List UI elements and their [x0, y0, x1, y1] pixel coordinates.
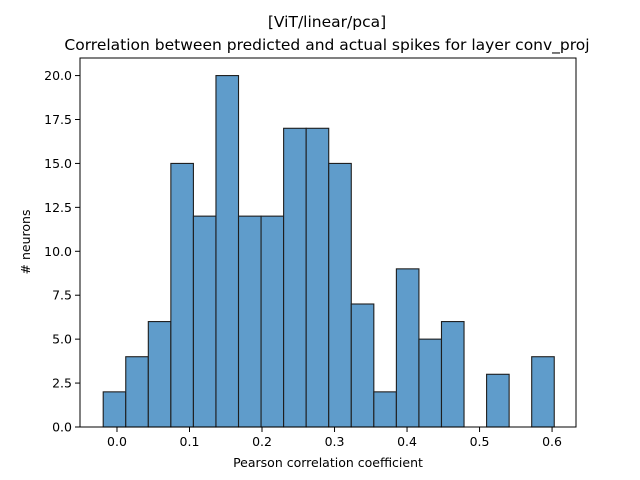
- histogram-bar: [305, 127, 330, 428]
- histogram-bar: [440, 321, 465, 428]
- plot-frame: [79, 57, 577, 428]
- y-axis-ticks: 0.0 2.5 5.0 7.5 10.0 12.5 15.0 17.5 20.0: [44, 68, 80, 435]
- y-tick-label: 17.5: [44, 112, 72, 127]
- x-tick-label: 0.2: [252, 434, 272, 449]
- x-tick-label: 0.5: [470, 434, 490, 449]
- chart-title-line1: [ViT/linear/pca]: [268, 13, 386, 31]
- bars-group: [102, 75, 555, 428]
- y-axis-label: # neurons: [18, 210, 33, 275]
- y-tick-label: 15.0: [44, 156, 72, 171]
- y-tick-label: 20.0: [44, 68, 72, 83]
- y-tick-label: 10.0: [44, 244, 72, 259]
- x-tick-label: 0.3: [325, 434, 345, 449]
- histogram-bar: [486, 373, 510, 428]
- histogram-bar: [125, 356, 149, 428]
- x-tick-label: 0.0: [107, 434, 127, 449]
- histogram-bar: [418, 338, 443, 428]
- histogram-bar: [147, 321, 172, 428]
- histogram-bar: [283, 127, 307, 428]
- histogram-bar: [215, 75, 240, 428]
- histogram-bar: [328, 162, 352, 428]
- y-tick-label: 5.0: [52, 332, 72, 347]
- histogram-bar: [373, 391, 397, 428]
- x-axis-label: Pearson correlation coefficient: [233, 455, 423, 470]
- y-tick-label: 12.5: [44, 200, 72, 215]
- chart-title-line2: Correlation between predicted and actual…: [64, 36, 589, 55]
- histogram-bar: [350, 303, 375, 428]
- histogram-bar: [237, 215, 262, 428]
- histogram-bar: [170, 162, 194, 428]
- y-tick-label: 7.5: [52, 288, 72, 303]
- x-tick-label: 0.6: [542, 434, 562, 449]
- x-tick-label: 0.1: [180, 434, 200, 449]
- y-tick-label: 0.0: [52, 420, 72, 435]
- histogram-bar: [260, 215, 285, 428]
- x-tick-label: 0.4: [397, 434, 417, 449]
- histogram-bar: [102, 391, 127, 428]
- y-tick-label: 2.5: [52, 376, 72, 391]
- x-axis-ticks: 0.0 0.1 0.2 0.3 0.4 0.5 0.6: [107, 427, 562, 449]
- histogram-bar: [531, 356, 555, 428]
- histogram-bar: [192, 215, 217, 428]
- histogram-bar: [395, 268, 420, 428]
